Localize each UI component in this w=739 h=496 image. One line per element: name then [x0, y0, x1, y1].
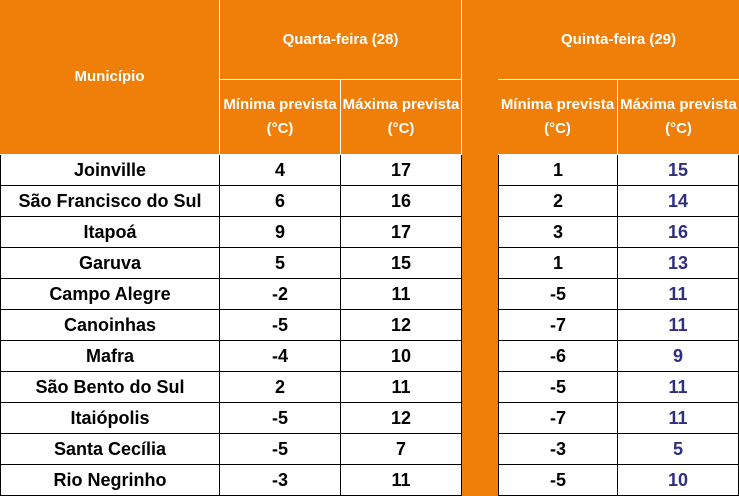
- day2-min-cell: 1: [498, 248, 618, 279]
- day1-min-cell: -5: [220, 403, 341, 434]
- municipio-cell: Joinville: [0, 155, 220, 186]
- day2-min-cell: -7: [498, 403, 618, 434]
- day2-min-cell: 3: [498, 217, 618, 248]
- day2-max-cell: 11: [618, 310, 739, 341]
- column-gap: [462, 0, 498, 496]
- municipio-cell: São Bento do Sul: [0, 372, 220, 403]
- day2-max-cell: 11: [618, 403, 739, 434]
- municipio-cell: Canoinhas: [0, 310, 220, 341]
- municipio-cell: Garuva: [0, 248, 220, 279]
- day2-max-cell: 13: [618, 248, 739, 279]
- day2-max-cell: 14: [618, 186, 739, 217]
- day2-max-cell: 11: [618, 372, 739, 403]
- day2-max-cell: 16: [618, 217, 739, 248]
- day1-max-cell: 15: [341, 248, 462, 279]
- municipio-cell: São Francisco do Sul: [0, 186, 220, 217]
- header-day1-min: Mínima prevista (°C): [220, 80, 341, 155]
- day2-min-cell: 2: [498, 186, 618, 217]
- day1-min-cell: -5: [220, 310, 341, 341]
- day1-max-cell: 11: [341, 279, 462, 310]
- day1-min-cell: -3: [220, 465, 341, 496]
- day2-min-cell: -6: [498, 341, 618, 372]
- municipio-cell: Rio Negrinho: [0, 465, 220, 496]
- day1-max-cell: 7: [341, 434, 462, 465]
- day2-max-cell: 10: [618, 465, 739, 496]
- day1-min-cell: 5: [220, 248, 341, 279]
- header-day2: Quinta-feira (29): [498, 0, 739, 80]
- day2-min-cell: -5: [498, 279, 618, 310]
- day1-max-cell: 12: [341, 310, 462, 341]
- day2-max-cell: 5: [618, 434, 739, 465]
- municipio-cell: Mafra: [0, 341, 220, 372]
- day2-min-cell: 1: [498, 155, 618, 186]
- day1-min-cell: -2: [220, 279, 341, 310]
- day1-min-cell: 2: [220, 372, 341, 403]
- header-day1: Quarta-feira (28): [220, 0, 462, 80]
- day1-max-cell: 12: [341, 403, 462, 434]
- day2-min-cell: -5: [498, 372, 618, 403]
- day1-min-cell: 4: [220, 155, 341, 186]
- day2-min-cell: -5: [498, 465, 618, 496]
- header-day2-min: Mínima prevista (°C): [498, 80, 618, 155]
- day1-min-cell: 6: [220, 186, 341, 217]
- municipio-cell: Itapoá: [0, 217, 220, 248]
- municipio-cell: Santa Cecília: [0, 434, 220, 465]
- header-day2-max: Máxima prevista (°C): [618, 80, 739, 155]
- day2-min-cell: -3: [498, 434, 618, 465]
- day2-max-cell: 11: [618, 279, 739, 310]
- day2-min-cell: -7: [498, 310, 618, 341]
- day1-max-cell: 11: [341, 372, 462, 403]
- header-municipio: Município: [0, 0, 220, 155]
- municipio-cell: Itaiópolis: [0, 403, 220, 434]
- day1-max-cell: 16: [341, 186, 462, 217]
- day2-max-cell: 9: [618, 341, 739, 372]
- day1-max-cell: 17: [341, 217, 462, 248]
- day1-min-cell: 9: [220, 217, 341, 248]
- day1-max-cell: 17: [341, 155, 462, 186]
- day1-max-cell: 11: [341, 465, 462, 496]
- header-day1-max: Máxima prevista (°C): [341, 80, 462, 155]
- day1-max-cell: 10: [341, 341, 462, 372]
- day1-min-cell: -4: [220, 341, 341, 372]
- municipio-cell: Campo Alegre: [0, 279, 220, 310]
- day2-max-cell: 15: [618, 155, 739, 186]
- day1-min-cell: -5: [220, 434, 341, 465]
